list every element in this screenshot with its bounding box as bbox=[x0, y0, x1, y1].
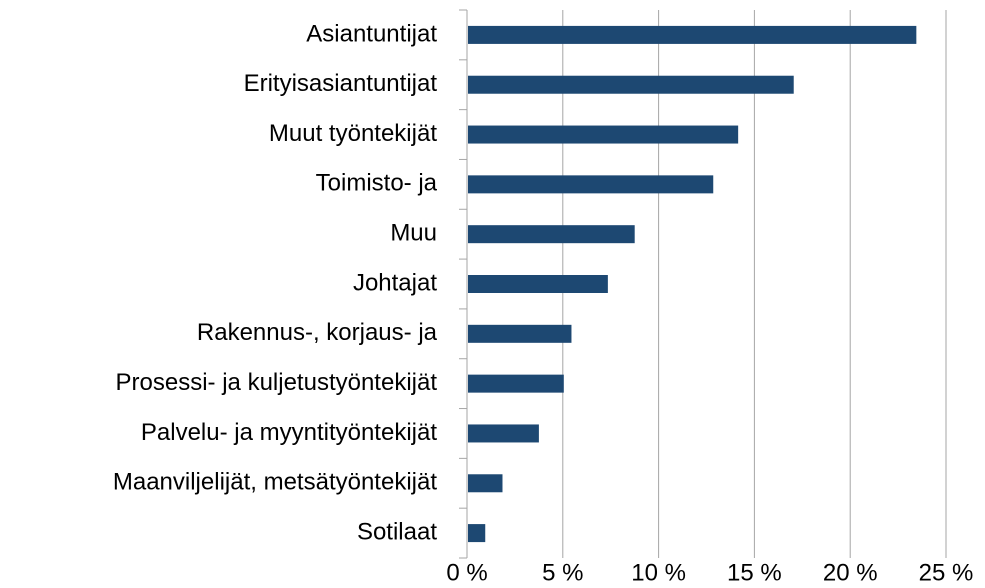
bar bbox=[468, 175, 714, 194]
y-tick-label: Sotilaat bbox=[357, 518, 437, 545]
bar bbox=[468, 225, 635, 244]
y-tick-label: Muu bbox=[390, 220, 437, 247]
y-tick-label: Maanviljelijät, metsätyöntekijät bbox=[113, 469, 437, 496]
bar bbox=[468, 524, 486, 543]
bar bbox=[468, 474, 503, 493]
x-tick-label: 25 % bbox=[919, 559, 974, 586]
y-tick-label: Palvelu- ja myyntityöntekijät bbox=[141, 419, 437, 446]
bar bbox=[468, 275, 608, 293]
y-tick-label: Johtajat bbox=[353, 269, 437, 296]
bar bbox=[468, 374, 564, 393]
y-tick-label: Toimisto- ja bbox=[316, 170, 438, 197]
bar bbox=[468, 75, 794, 94]
y-tick-label: Prosessi- ja kuljetustyöntekijät bbox=[116, 369, 438, 396]
bar bbox=[468, 424, 539, 443]
x-tick-label: 10 % bbox=[631, 559, 686, 586]
x-tick-label: 5 % bbox=[542, 559, 583, 586]
y-tick-label: Asiantuntijat bbox=[306, 20, 437, 47]
y-tick-label: Erityisasiantuntijat bbox=[244, 70, 438, 97]
y-tick-label: Muut työntekijät bbox=[269, 120, 437, 147]
x-tick-label: 15 % bbox=[727, 559, 782, 586]
bar bbox=[468, 25, 917, 44]
x-tick-label: 20 % bbox=[823, 559, 878, 586]
bar bbox=[468, 324, 572, 343]
bar bbox=[468, 125, 739, 144]
y-tick-label: Rakennus-, korjaus- ja bbox=[197, 319, 438, 346]
x-tick-label: 0 % bbox=[446, 559, 487, 586]
